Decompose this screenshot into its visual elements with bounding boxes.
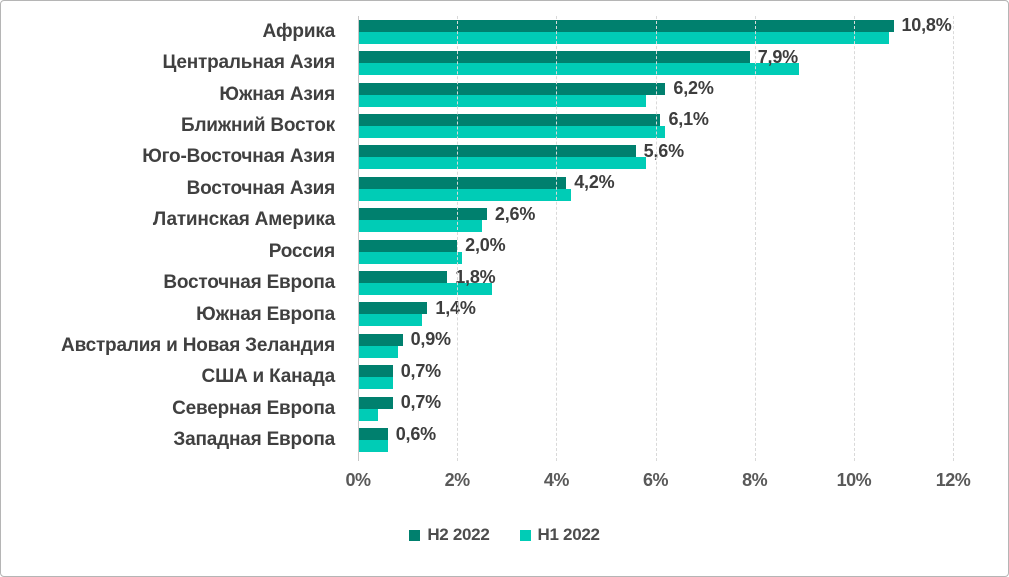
category-label: Юго-Восточная Азия <box>142 146 335 168</box>
bar-h1-2022 <box>358 377 393 390</box>
category-label: США и Канада <box>201 366 336 388</box>
value-axis-line <box>358 16 359 461</box>
bar-h1-2022 <box>358 345 398 358</box>
bar-h2-2022 <box>358 365 393 378</box>
value-label: 2,0% <box>465 235 506 256</box>
category-label: Ближний Восток <box>180 114 335 136</box>
value-label: 0,7% <box>400 360 441 381</box>
x-tick-label: 4% <box>543 470 570 490</box>
bar-h2-2022 <box>358 302 428 315</box>
x-tick-label: 6% <box>642 470 669 490</box>
value-label: 5,6% <box>643 140 684 161</box>
category-label: Россия <box>268 240 335 262</box>
gridline <box>853 16 855 461</box>
category-axis: Африка Центральная Азия Южная Азия Ближний … <box>1 16 346 456</box>
value-label: 1,8% <box>455 266 496 287</box>
bar-row: 0,7% <box>358 360 953 393</box>
gridline <box>556 16 558 461</box>
value-label: 6,2% <box>673 78 714 99</box>
value-label: 4,2% <box>574 172 615 193</box>
legend-swatch <box>519 529 531 541</box>
bar-h1-2022 <box>358 157 646 170</box>
bar-h1-2022 <box>358 220 482 233</box>
x-tick-label: 2% <box>444 470 471 490</box>
value-label: 0,6% <box>395 423 436 444</box>
x-tick-label: 10% <box>836 470 872 490</box>
value-label: 1,4% <box>435 297 476 318</box>
bar-h1-2022 <box>358 31 889 44</box>
value-label: 2,6% <box>494 203 536 224</box>
bar-row: 4,2% <box>358 172 953 204</box>
bar-row: 1,4% <box>358 297 953 330</box>
bar-h1-2022 <box>358 125 666 138</box>
bar-h2-2022 <box>358 19 894 32</box>
x-tick-label: 12% <box>935 470 971 490</box>
value-label: 0,9% <box>410 329 451 350</box>
bar-row: 10,8% <box>358 15 953 47</box>
bar-row: 0,6% <box>358 424 953 455</box>
x-tick-label: 0% <box>345 470 371 490</box>
bar-h1-2022 <box>358 314 423 327</box>
bar-h1-2022 <box>358 94 646 107</box>
gridline <box>457 16 459 461</box>
x-tick-label: 8% <box>742 470 768 490</box>
category-label: Западная Европа <box>173 429 335 451</box>
bar-row: 5,6% <box>358 140 953 173</box>
bar-row: 6,2% <box>358 78 953 110</box>
bar-rows: 10,8% 7,9% 6,2% 6,1% 5,6% 4,2% 2,6% 2,0% 1,8% 1,4… <box>358 15 953 456</box>
category-label: Центральная Азия <box>162 52 335 74</box>
bar-h1-2022 <box>358 251 463 264</box>
bar-h2-2022 <box>358 82 666 95</box>
gridline <box>655 16 657 461</box>
legend-item: H2 2022 <box>409 525 490 545</box>
value-label: 7,9% <box>757 46 798 67</box>
category-label: Восточная Азия <box>186 177 336 199</box>
category-label: Северная Европа <box>172 397 335 419</box>
legend-label: H1 2022 <box>537 525 600 544</box>
plot-area: 10,8% 7,9% 6,2% 6,1% 5,6% 4,2% 2,6% 2,0% 1,8% 1,4… <box>358 15 954 461</box>
value-label: 6,1% <box>668 109 709 130</box>
legend-swatch <box>409 529 421 541</box>
category-label: Восточная Европа <box>163 272 335 294</box>
bar-h2-2022 <box>358 239 458 252</box>
bar-h1-2022 <box>358 63 800 76</box>
gridline <box>953 16 954 461</box>
bar-h2-2022 <box>358 145 636 158</box>
bar-h1-2022 <box>358 440 388 453</box>
category-label: Австралия и Новая Зеландия <box>61 334 335 356</box>
bar-row: 0,9% <box>358 329 953 361</box>
bar-h2-2022 <box>358 208 487 221</box>
bar-h1-2022 <box>358 408 378 421</box>
bar-h2-2022 <box>358 396 393 409</box>
legend-label: H2 2022 <box>427 525 490 544</box>
legend: H2 2022 H1 2022 <box>1 525 1008 545</box>
category-label: Южная Европа <box>196 303 335 325</box>
bar-h2-2022 <box>358 333 403 346</box>
bar-h2-2022 <box>358 271 448 284</box>
bar-row: 0,7% <box>358 392 953 424</box>
bar-row: 7,9% <box>358 47 953 78</box>
bar-row: 2,0% <box>358 235 953 267</box>
category-label: Африка <box>262 20 335 42</box>
bar-h2-2022 <box>358 113 661 126</box>
category-label: Латинская Америка <box>152 209 335 231</box>
bar-row: 2,6% <box>358 203 953 236</box>
value-label: 10,8% <box>901 15 952 36</box>
bar-h1-2022 <box>358 283 492 296</box>
value-label: 0,7% <box>400 392 441 413</box>
bar-row: 6,1% <box>358 109 953 141</box>
bar-row: 1,8% <box>358 267 953 298</box>
bar-h1-2022 <box>358 188 572 201</box>
category-label: Южная Азия <box>219 83 335 105</box>
bar-h2-2022 <box>358 51 750 64</box>
x-axis: 0% 2% 4% 6% 8% 10% 12% <box>345 470 970 494</box>
bar-h2-2022 <box>358 176 567 189</box>
bar-h2-2022 <box>358 428 388 441</box>
legend-item: H1 2022 <box>519 525 600 545</box>
gridline <box>754 16 756 461</box>
